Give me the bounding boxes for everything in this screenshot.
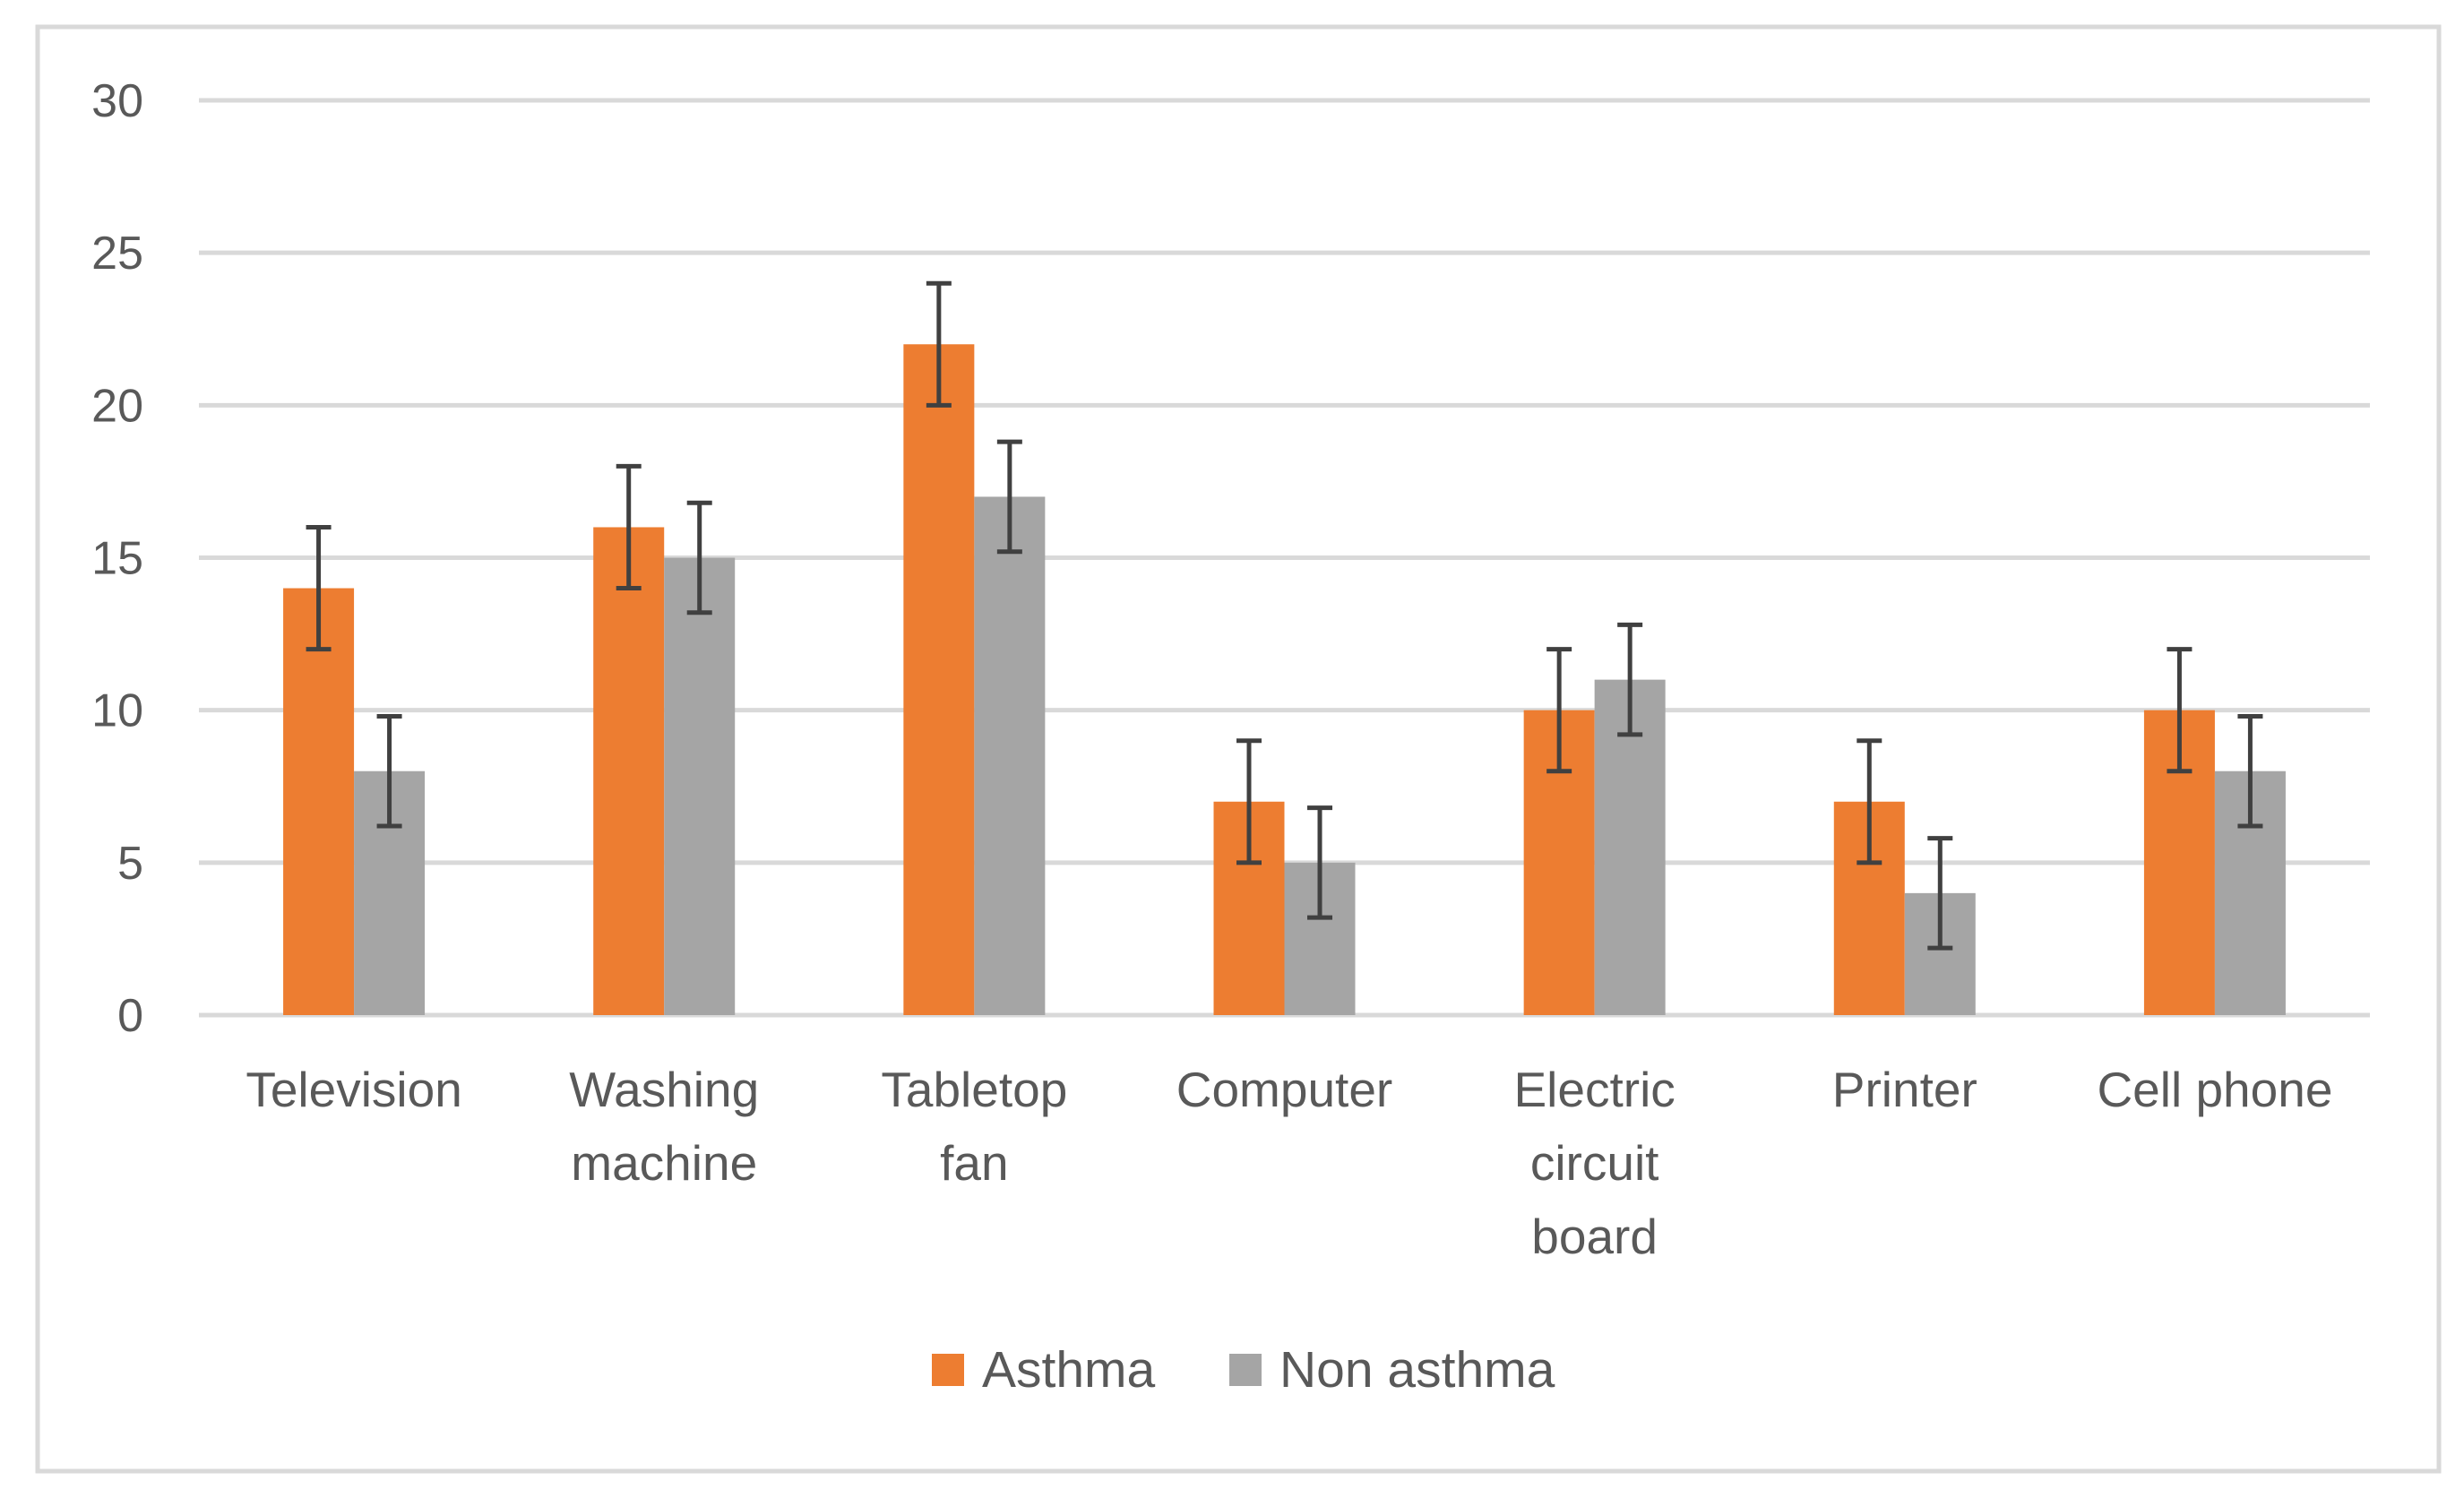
- y-tick-label: 5: [117, 838, 143, 890]
- error-bars: [306, 280, 2263, 951]
- bar-asthma: [593, 527, 665, 1015]
- legend-label: Non asthma: [1279, 1341, 1555, 1399]
- y-tick-label: 30: [91, 75, 143, 127]
- x-tick-label: Washing machine: [569, 1062, 759, 1191]
- bar-non-asthma: [974, 496, 1046, 1015]
- error-bar-non-asthma: [1617, 622, 1643, 737]
- x-tick-label: Printer: [1832, 1062, 1977, 1117]
- x-tick-label-line: Electric: [1513, 1062, 1675, 1117]
- y-axis-ticks: 0 5 10 15 20 25 30: [91, 75, 143, 1042]
- x-tick-label: Computer: [1176, 1062, 1392, 1117]
- error-bar-asthma: [2167, 647, 2193, 774]
- gridlines: [199, 98, 2370, 1018]
- y-tick-label: 15: [91, 533, 143, 585]
- legend-swatch: [1229, 1354, 1262, 1386]
- x-tick-label: Cell phone: [2097, 1062, 2332, 1117]
- y-tick-label: 10: [91, 685, 143, 737]
- x-tick-label-line: Television: [246, 1062, 462, 1117]
- legend: Asthma Non asthma: [932, 1341, 1555, 1399]
- x-tick-label-line: Printer: [1832, 1062, 1977, 1117]
- y-tick-label: 20: [91, 380, 143, 432]
- x-tick-label-line: board: [1531, 1209, 1658, 1264]
- x-tick-label-line: Washing: [569, 1062, 759, 1117]
- bars: [283, 344, 2286, 1015]
- chart-border: [35, 24, 2442, 1474]
- bar-non-asthma: [664, 557, 736, 1015]
- error-bar-asthma: [1546, 647, 1572, 774]
- x-tick-label: Electric circuit board: [1513, 1062, 1675, 1264]
- error-bar-asthma: [306, 524, 332, 652]
- x-tick-label-line: Computer: [1176, 1062, 1392, 1117]
- bar-asthma: [903, 344, 975, 1015]
- x-tick-label-line: Tabletop: [881, 1062, 1067, 1117]
- error-bar-asthma: [926, 280, 952, 408]
- error-bar-asthma: [1857, 738, 1882, 865]
- error-bar-asthma: [1236, 738, 1262, 865]
- x-tick-label-line: fan: [940, 1135, 1008, 1191]
- bar-asthma: [283, 588, 355, 1015]
- legend-label: Asthma: [982, 1341, 1156, 1399]
- x-tick-label-line: circuit: [1530, 1135, 1659, 1191]
- error-bar-non-asthma: [1307, 805, 1332, 920]
- legend-swatch: [932, 1354, 964, 1386]
- x-tick-label-line: Cell phone: [2097, 1062, 2332, 1117]
- x-tick-label: Tabletop fan: [881, 1062, 1067, 1191]
- x-axis-labels: Television Washing machine Tabletop fan Compu…: [246, 1062, 2332, 1264]
- error-bar-non-asthma: [1927, 836, 1953, 951]
- y-tick-label: 0: [117, 990, 143, 1042]
- y-tick-label: 25: [91, 228, 143, 280]
- x-tick-label-line: machine: [571, 1135, 757, 1191]
- error-bar-non-asthma: [996, 439, 1022, 555]
- error-bar-non-asthma: [686, 500, 712, 616]
- error-bar-asthma: [616, 463, 642, 591]
- error-bar-non-asthma: [2237, 713, 2263, 829]
- x-tick-label: Television: [246, 1062, 462, 1117]
- error-bar-non-asthma: [376, 713, 402, 829]
